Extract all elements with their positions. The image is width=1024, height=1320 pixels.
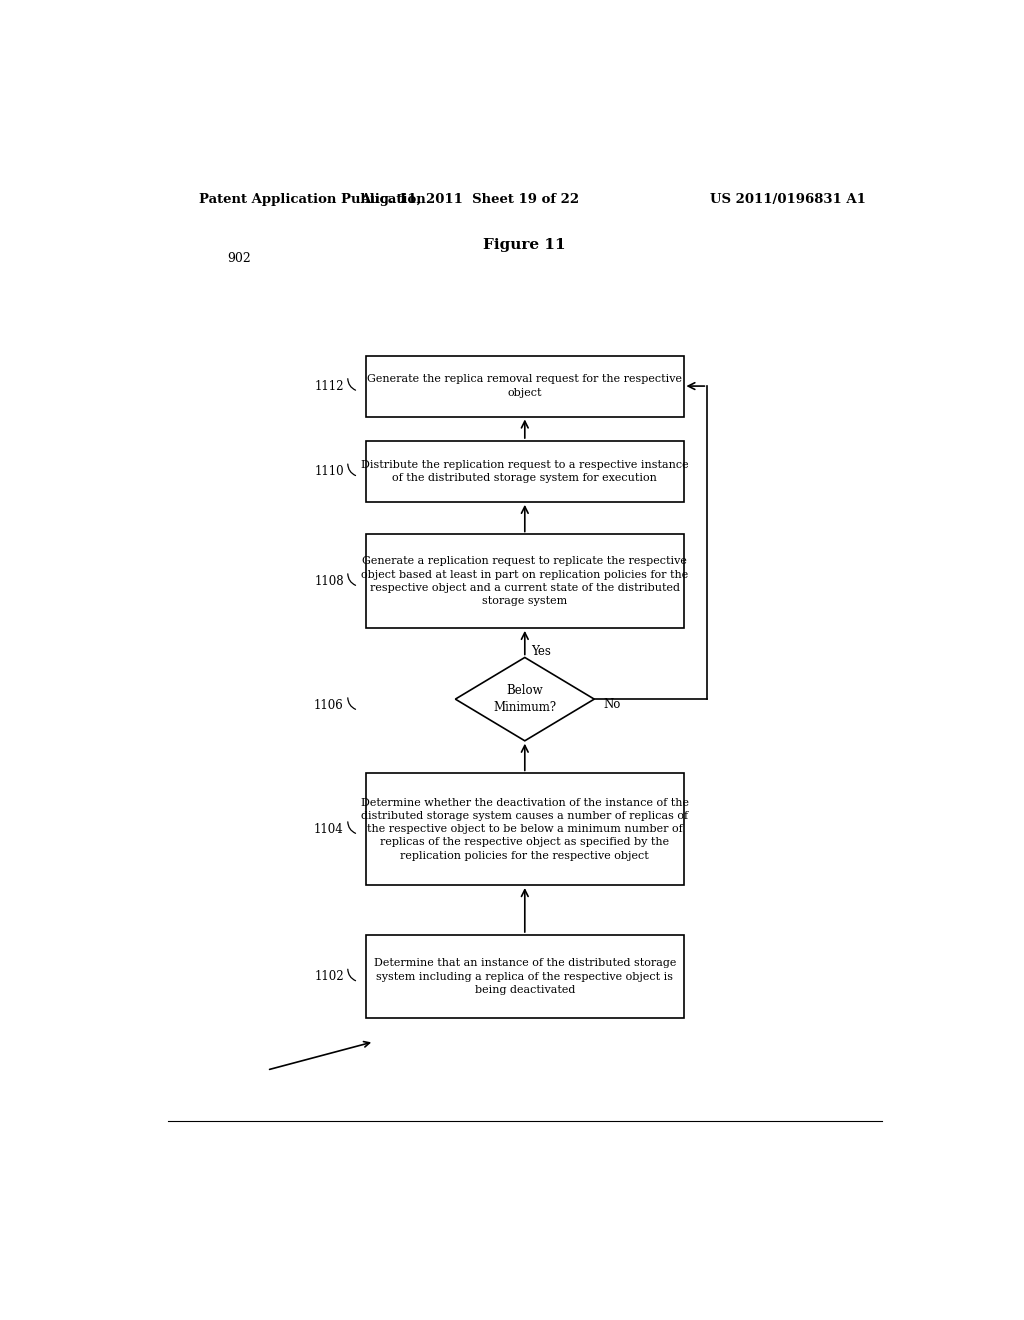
FancyBboxPatch shape	[367, 355, 684, 417]
Text: 902: 902	[227, 252, 251, 264]
Text: Generate the replica removal request for the respective
object: Generate the replica removal request for…	[368, 375, 682, 397]
Text: Determine whether the deactivation of the instance of the
distributed storage sy: Determine whether the deactivation of th…	[360, 797, 689, 861]
Text: No: No	[604, 698, 622, 711]
Text: Aug. 11, 2011  Sheet 19 of 22: Aug. 11, 2011 Sheet 19 of 22	[359, 193, 579, 206]
FancyBboxPatch shape	[367, 535, 684, 628]
Text: Figure 11: Figure 11	[483, 238, 566, 252]
FancyBboxPatch shape	[367, 935, 684, 1018]
Polygon shape	[456, 657, 594, 741]
Text: Yes: Yes	[531, 645, 551, 659]
Text: US 2011/0196831 A1: US 2011/0196831 A1	[711, 193, 866, 206]
Text: Distribute the replication request to a respective instance
of the distributed s: Distribute the replication request to a …	[361, 459, 688, 483]
Text: Generate a replication request to replicate the respective
object based at least: Generate a replication request to replic…	[361, 557, 688, 606]
Text: 1108: 1108	[314, 574, 344, 587]
Text: Determine that an instance of the distributed storage
system including a replica: Determine that an instance of the distri…	[374, 958, 676, 995]
Text: 1102: 1102	[314, 970, 344, 983]
Text: 1106: 1106	[314, 698, 344, 711]
Text: Below
Minimum?: Below Minimum?	[494, 684, 556, 714]
Text: 1110: 1110	[314, 465, 344, 478]
Text: Patent Application Publication: Patent Application Publication	[200, 193, 426, 206]
FancyBboxPatch shape	[367, 441, 684, 502]
FancyBboxPatch shape	[367, 774, 684, 886]
Text: 1112: 1112	[314, 380, 344, 392]
Text: 1104: 1104	[314, 822, 344, 836]
